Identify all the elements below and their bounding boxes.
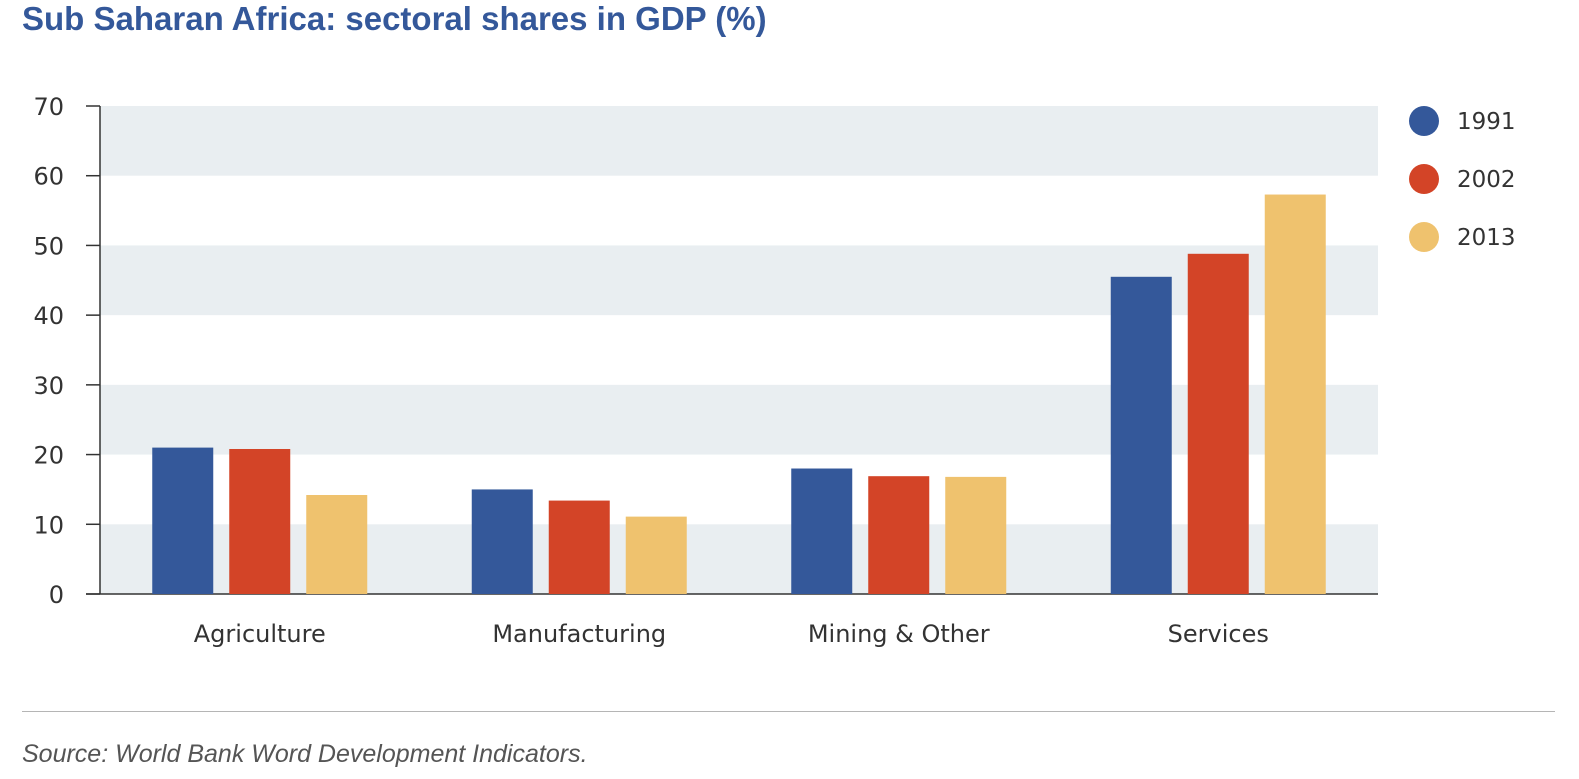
legend-marker-1991 xyxy=(1409,106,1439,136)
y-tick-label: 40 xyxy=(33,302,64,330)
y-tick-label: 10 xyxy=(33,511,64,539)
x-tick-label: Services xyxy=(1168,620,1269,648)
grid-band xyxy=(100,524,1378,594)
bar-1991 xyxy=(471,489,533,594)
legend-marker-2002 xyxy=(1409,164,1439,194)
y-axis-ticks: 0 10 20 30 40 50 60 70 xyxy=(33,93,100,609)
y-tick-label: 0 xyxy=(49,581,64,609)
bar-2013 xyxy=(625,516,687,594)
y-tick-label: 70 xyxy=(33,93,64,121)
bar-2013 xyxy=(945,476,1007,594)
grid-band xyxy=(100,106,1378,176)
legend-label-2013: 2013 xyxy=(1457,225,1516,251)
y-tick-label: 60 xyxy=(33,163,64,191)
chart-title: Sub Saharan Africa: sectoral shares in G… xyxy=(22,0,767,37)
y-tick-label: 50 xyxy=(33,232,64,260)
x-axis-labels: Agriculture Manufacturing Mining & Other Se… xyxy=(194,620,1269,648)
x-tick-label: Agriculture xyxy=(194,620,326,648)
grid-bands xyxy=(100,106,1378,594)
grid-band xyxy=(100,384,1378,455)
bar-2013 xyxy=(306,495,368,594)
y-tick-label: 20 xyxy=(33,442,64,470)
chart-legend: 1991 2002 2013 xyxy=(1409,106,1516,252)
bar-2002 xyxy=(1187,253,1249,594)
bar-2002 xyxy=(229,448,291,594)
source-note: Source: World Bank Word Development Indi… xyxy=(22,740,588,768)
x-tick-label: Manufacturing xyxy=(492,620,666,648)
chart-bars xyxy=(152,194,1326,594)
bar-1991 xyxy=(152,447,214,594)
bar-2002 xyxy=(868,476,930,594)
grid-band xyxy=(100,245,1378,316)
footer-divider xyxy=(22,711,1555,712)
bar-1991 xyxy=(791,468,853,594)
legend-marker-2013 xyxy=(1409,222,1439,252)
bar-chart: 0 10 20 30 40 50 60 70 Agriculture Manufacturing… xyxy=(33,93,1516,648)
legend-label-1991: 1991 xyxy=(1457,109,1516,135)
bar-2002 xyxy=(548,500,610,594)
bar-2013 xyxy=(1264,194,1326,594)
bar-1991 xyxy=(1110,276,1172,594)
y-tick-label: 30 xyxy=(33,372,64,400)
x-tick-label: Mining & Other xyxy=(808,620,990,648)
legend-label-2002: 2002 xyxy=(1457,167,1516,193)
